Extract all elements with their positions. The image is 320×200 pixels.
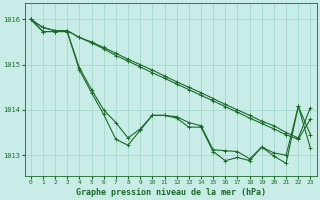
X-axis label: Graphe pression niveau de la mer (hPa): Graphe pression niveau de la mer (hPa): [76, 188, 266, 197]
